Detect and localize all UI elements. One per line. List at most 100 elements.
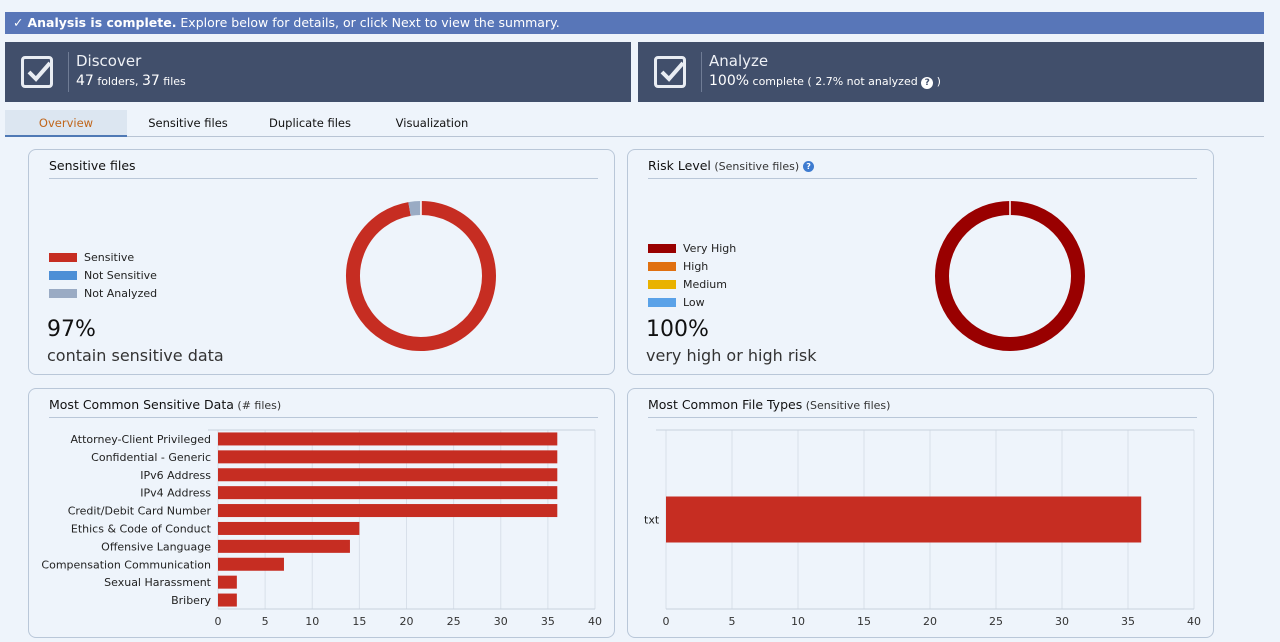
tab-bar: Overview Sensitive files Duplicate files… [5,110,1264,137]
x-tick-label: 30 [1055,615,1069,628]
legend-label: High [683,259,709,273]
bar-ipv4-address[interactable] [218,486,558,500]
tab-visualization[interactable]: Visualization [395,116,469,130]
legend-label: Not Sensitive [84,268,157,282]
risk-percent: 100% [646,317,709,342]
x-tick-label: 30 [494,615,508,628]
legend-item-medium[interactable]: Medium [648,275,736,293]
x-tick-label: 5 [262,615,269,628]
legend-item-very-high[interactable]: Very High [648,239,736,257]
bar-compensation-communication[interactable] [218,557,284,571]
x-tick-label: 25 [989,615,1003,628]
bar-bribery[interactable] [218,593,237,607]
bar-credit-debit-card-number[interactable] [218,504,558,518]
risk-description: very high or high risk [646,346,817,365]
close-paren: ) [933,75,941,88]
legend-item-not-sensitive[interactable]: Not Sensitive [49,266,157,284]
legend-swatch [49,288,77,298]
panel-title: Most Common File Types (Sensitive files) [648,397,890,412]
panel-title-text: Risk Level [648,158,711,173]
check-icon: ✓ [13,15,24,30]
banner-bold-text: Analysis is complete. [27,15,177,30]
card-divider [68,52,69,92]
bar-sexual-harassment[interactable] [218,575,237,589]
legend-swatch [49,270,77,280]
legend-swatch [49,252,77,262]
sensitive-files-panel: Sensitive files Sensitive Not Sensitive … [28,149,615,375]
tab-sensitive-files[interactable]: Sensitive files [148,116,228,130]
panel-divider [49,178,598,179]
discover-counts: 47 folders, 37 files [76,73,186,89]
panel-title: Risk Level (Sensitive files)? [648,158,815,173]
risk-donut-chart[interactable] [930,196,1090,356]
category-label: Compensation Communication [41,558,211,571]
bar-attorney-client-privileged[interactable] [218,432,558,446]
legend-label: Not Analyzed [84,286,158,300]
analyze-title: Analyze [709,52,769,70]
category-label: IPv6 Address [140,469,211,482]
bar-offensive-language[interactable] [218,539,350,553]
legend-swatch [648,261,676,271]
risk-legend: Very High High Medium Low [648,239,736,311]
analyze-percent: 100% [709,73,750,89]
bar-ethics-code-of-conduct[interactable] [218,521,360,535]
legend-item-not-analyzed[interactable]: Not Analyzed [49,284,157,302]
x-tick-label: 20 [400,615,414,628]
legend-item-sensitive[interactable]: Sensitive [49,248,157,266]
help-icon[interactable]: ? [921,77,934,89]
risk-level-panel: Risk Level (Sensitive files)? Very High … [627,149,1214,375]
x-tick-label: 20 [923,615,937,628]
category-label: Offensive Language [101,540,211,553]
bar-confidential-generic[interactable] [218,450,558,464]
legend-swatch [648,297,676,307]
bar-txt[interactable] [666,496,1142,543]
discover-title: Discover [76,52,142,70]
sensitive-donut-chart[interactable] [341,196,501,356]
sensitive-data-bar-chart: 0 5 10 15 20 25 30 35 40 Attorney-Client Privileg… [41,429,602,628]
analysis-complete-banner: ✓ Analysis is complete. Explore below fo… [5,12,1264,34]
panel-divider [648,417,1197,418]
legend-label: Very High [683,241,737,255]
x-tick-label: 10 [305,615,319,628]
legend-item-high[interactable]: High [648,257,736,275]
panel-divider [49,417,598,418]
analyze-card: Analyze 100% complete ( 2.7% not analyze… [638,42,1264,102]
bar-ipv6-address[interactable] [218,468,558,482]
x-tick-label: 35 [541,615,555,628]
legend-swatch [648,279,676,289]
panel-title-text: Most Common Sensitive Data [49,397,234,412]
donut-slice-not-analyzed[interactable] [408,201,422,216]
x-tick-label: 40 [588,615,602,628]
x-tick-label: 0 [215,615,222,628]
folders-label: folders, [93,75,142,88]
file-types-bar-chart: 0 5 10 15 20 25 30 35 40 txt [644,429,1201,628]
checkbox-checked-icon [654,56,686,88]
discover-card: Discover 47 folders, 37 files [5,42,631,102]
panel-subtitle: (Sensitive files) [710,160,800,173]
x-tick-label: 35 [1121,615,1135,628]
tab-overview[interactable]: Overview [5,110,127,137]
sensitive-legend: Sensitive Not Sensitive Not Analyzed [49,248,157,302]
x-tick-label: 5 [729,615,736,628]
card-divider [701,52,702,92]
x-tick-label: 15 [352,615,366,628]
help-icon[interactable]: ? [803,161,815,172]
category-label: Credit/Debit Card Number [68,505,212,518]
category-label: IPv4 Address [140,487,211,500]
donut-slice-very-high[interactable] [935,201,1085,351]
category-label: Sexual Harassment [104,576,212,589]
donut-slice-sensitive[interactable] [346,201,496,351]
x-tick-label: 10 [791,615,805,628]
x-tick-label: 40 [1187,615,1201,628]
category-label: Attorney-Client Privileged [70,433,211,446]
x-tick-label: 0 [663,615,670,628]
banner-text: Explore below for details, or click Next… [176,15,560,30]
common-sensitive-data-panel: Most Common Sensitive Data (# files) 0 5 1… [28,388,615,638]
legend-label: Low [683,295,705,309]
checkbox-checked-icon [21,56,53,88]
tab-duplicate-files[interactable]: Duplicate files [269,116,351,130]
sensitive-description: contain sensitive data [47,346,224,365]
legend-item-low[interactable]: Low [648,293,736,311]
not-analyzed-label: ( 2.7% not analyzed [807,75,922,88]
panel-subtitle: (Sensitive files) [802,399,891,412]
